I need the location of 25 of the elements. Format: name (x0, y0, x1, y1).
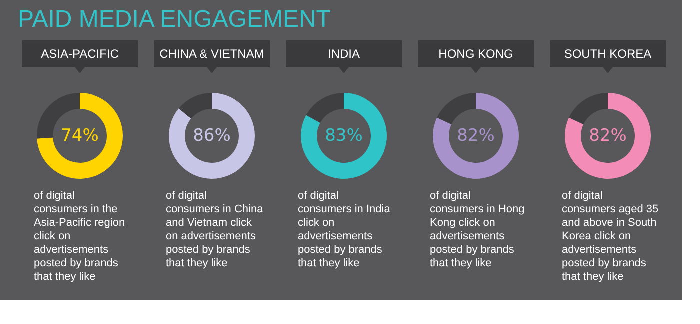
donut-slice (37, 93, 123, 179)
text: 86% (193, 126, 231, 146)
donut-slice (569, 93, 608, 125)
text: 82% (457, 126, 495, 146)
chart-title: SOUTH KOREA (564, 47, 652, 61)
donut-slice (565, 93, 651, 179)
text: PAID MEDIA ENGAGEMENT (18, 6, 332, 33)
donut-slice (433, 93, 519, 179)
chart-title: ASIA-PACIFIC (41, 47, 120, 61)
text: of digital consumers aged 35 and above in South Korea click on advertisements posted by brands that they like (562, 190, 659, 283)
donut-slice (178, 93, 212, 119)
chart-title: HONG KONG (438, 47, 514, 61)
donut-slice (169, 93, 255, 179)
chart-title: CHINA & VIETNAM (160, 47, 264, 61)
donut-slice (306, 93, 344, 123)
text: 83% (325, 126, 363, 146)
text: 82% (589, 126, 627, 146)
text: 74% (61, 126, 99, 146)
chart-title: INDIA (328, 47, 360, 61)
text: of digital consumers in Hong Kong click on advertisements posted by brands that they like (430, 190, 525, 270)
donut-slice (437, 93, 476, 125)
text: of digital consumers in India click on advertisements posted by brands that they like (298, 190, 392, 270)
text: of digital consumers in the Asia-Pacific region click on advertisements posted by brands that they like (34, 190, 126, 283)
text: of digital consumers in China and Vietnam click on advertisements posted by brands that they like (166, 190, 264, 270)
donut-slice (301, 93, 387, 179)
